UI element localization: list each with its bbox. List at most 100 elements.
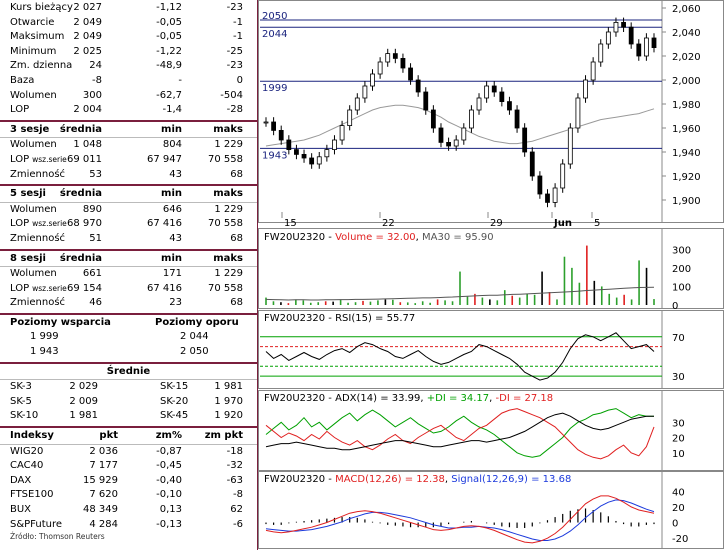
- session-row: Wolumen 661 171 1 229: [0, 267, 257, 282]
- y-tick-label: 0: [672, 301, 678, 312]
- price-candle: [453, 139, 459, 147]
- quote-change-pts: -504: [220, 89, 243, 101]
- volume-bar: [436, 299, 439, 305]
- volume-bar: [563, 256, 566, 305]
- row-label-suffix: wsz.serie: [32, 154, 67, 164]
- volume-bar: [541, 271, 543, 305]
- volume-bar: [302, 300, 305, 305]
- price-candle: [278, 129, 284, 141]
- row-label-text: Zmienność: [10, 297, 66, 309]
- x-tick-label: 29: [490, 218, 503, 229]
- quote-label: Wolumen: [10, 89, 57, 101]
- volume-bar: [309, 302, 312, 305]
- quote-label: Maksimum: [10, 31, 65, 43]
- price-candle: [461, 127, 467, 141]
- session-value: 43: [169, 232, 182, 244]
- price-candle: [575, 97, 581, 129]
- price-candle: [643, 37, 649, 57]
- y-tick-label: 20: [672, 434, 685, 445]
- volume-bar: [287, 303, 290, 305]
- index-points: 48 349: [83, 504, 118, 515]
- y-tick-label: 10: [672, 449, 685, 460]
- price-candle: [537, 175, 543, 195]
- index-change-pct: 0,13: [159, 504, 182, 515]
- session-value: 1 048: [73, 139, 102, 151]
- price-candle: [392, 53, 398, 59]
- row-label-text: Wolumen: [10, 268, 57, 280]
- row-label-text: Wolumen: [10, 139, 57, 151]
- price-candle: [294, 149, 299, 155]
- data-panel: Kurs bieżący 2 027 -1,12 -23 Otwarcie 2 049 -0…: [0, 0, 257, 550]
- volume-bar: [392, 299, 394, 305]
- price-candle: [552, 187, 558, 203]
- volume-bar: [451, 301, 454, 305]
- index-points: 7 177: [89, 460, 118, 472]
- session-row-label: Wolumen: [10, 138, 57, 153]
- resistance-title: Poziomy oporu: [155, 316, 239, 328]
- average-name: SK-15: [160, 381, 189, 393]
- index-change-pts: 62: [230, 504, 243, 515]
- price-candle: [514, 109, 520, 129]
- rsi-title: FW20U2320 - RSI(15) = 55.77: [264, 313, 415, 324]
- adx-title: FW20U2320 - ADX(14) = 33.99, +DI = 34.17…: [264, 393, 553, 404]
- plus-di-line: [265, 408, 654, 458]
- quote-label: Kurs bieżący: [10, 2, 73, 13]
- volume-bar: [347, 302, 349, 305]
- price-candle: [476, 97, 482, 111]
- price-candle: [605, 31, 611, 45]
- average-row: SK-5 2 009 SK-20 1 970: [0, 395, 257, 410]
- quote-row: Kurs bieżący 2 027 -1,12 -23: [0, 1, 257, 16]
- quote-change-pts: -1: [233, 31, 243, 43]
- y-tick-label: 100: [672, 282, 691, 293]
- price-candle: [362, 85, 368, 99]
- quote-label: Otwarcie: [10, 16, 55, 28]
- index-row: CAC40 7 177 -0,45 -32: [0, 459, 257, 474]
- price-candle: [545, 193, 550, 203]
- volume-bar: [421, 301, 424, 305]
- index-row: BUX 48 349 0,13 62: [0, 503, 257, 518]
- price-candle: [560, 163, 566, 189]
- macd-title: FW20U2320 - MACD(12,26) = 12.38, Signal(…: [264, 474, 571, 485]
- quote-value: 2 049: [73, 31, 102, 43]
- minus-di-line: [265, 408, 655, 460]
- session-row: LOP wsz.serie 69 011 67 947 70 558: [0, 153, 257, 168]
- row-label-suffix: wsz.serie: [32, 283, 67, 293]
- column-header: maks: [213, 123, 243, 135]
- levels-table: Poziomy wsparcia Poziomy oporu 1 999 2 0…: [0, 316, 257, 360]
- separator: [0, 426, 257, 429]
- index-row: FTSE100 7 620 -0,10 -8: [0, 488, 257, 503]
- index-name: WIG20: [10, 445, 44, 457]
- column-header: min: [161, 252, 182, 264]
- price-candle: [621, 21, 626, 28]
- row-label-text: LOP: [10, 282, 30, 294]
- volume-bar: [265, 297, 267, 305]
- price-candle: [499, 91, 505, 103]
- quote-row: Minimum 2 025 -1,22 -25: [0, 45, 257, 60]
- column-header: maks: [213, 188, 243, 200]
- x-tick-label: Jun: [553, 218, 572, 229]
- y-tick-label: 70: [672, 333, 685, 344]
- charts-svg: 2,060 2,040 2,020 2,000 1,980 1,960 1,940 1,920…: [258, 0, 724, 549]
- quote-label: Zm. dzienna: [10, 60, 73, 72]
- volume-bar: [317, 302, 320, 305]
- volume-bar: [399, 302, 402, 305]
- session-value: 804: [162, 139, 182, 151]
- averages-table: SK-3 2 029 SK-15 1 981 SK-5 2 009 SK-20 1 970 SK…: [0, 380, 257, 424]
- row-label-text: Zmienność: [10, 168, 66, 180]
- sessions-tables: 3 sesje średnia min maks Wolumen 1 048 804 1 22…: [0, 123, 257, 315]
- quote-change-pts: -28: [226, 104, 243, 116]
- quote-change-pts: 0: [236, 74, 243, 86]
- volume-bar: [503, 290, 506, 305]
- volume-bar: [586, 245, 588, 305]
- rsi-line: [265, 332, 655, 381]
- session-value: 68: [230, 232, 243, 244]
- x-tick-label: 22: [382, 218, 395, 229]
- session-row-label: LOP wsz.serie: [10, 282, 67, 297]
- price-candle: [385, 53, 391, 63]
- price-candle: [339, 125, 345, 141]
- column-header: Indeksy: [10, 430, 54, 442]
- column-header: średnia: [59, 188, 102, 200]
- index-change-pts: -8: [233, 489, 243, 501]
- level-label: 2050: [262, 11, 287, 22]
- price-candle: [354, 97, 360, 111]
